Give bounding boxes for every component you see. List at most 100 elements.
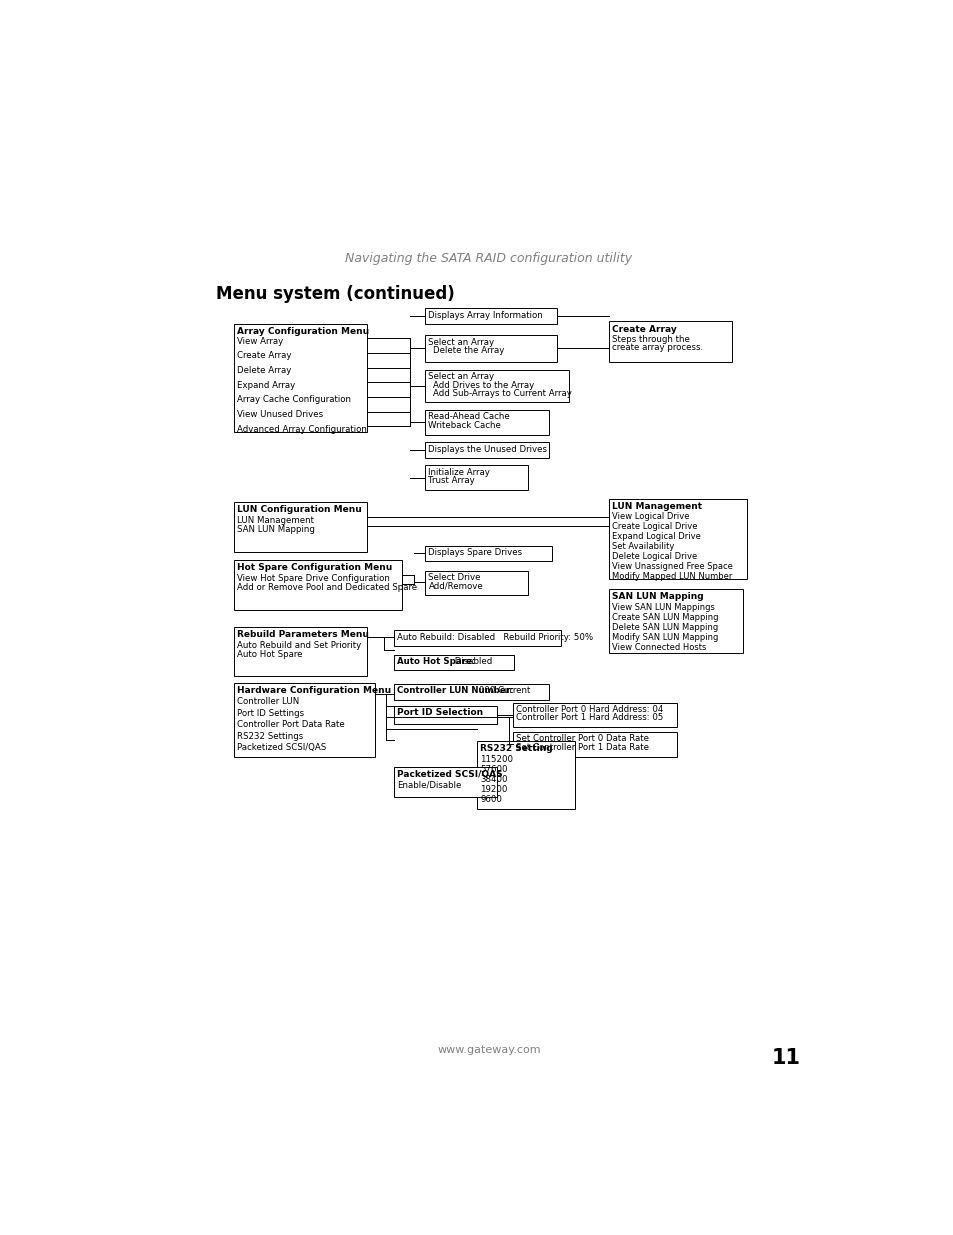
Text: Navigating the SATA RAID configuration utility: Navigating the SATA RAID configuration u… xyxy=(345,252,632,266)
Text: Modify SAN LUN Mapping: Modify SAN LUN Mapping xyxy=(612,632,718,641)
Text: Expand Logical Drive: Expand Logical Drive xyxy=(612,532,700,541)
Text: LUN Management: LUN Management xyxy=(612,501,701,510)
Text: LUN Configuration Menu: LUN Configuration Menu xyxy=(236,505,361,515)
Text: SAN LUN Mapping: SAN LUN Mapping xyxy=(612,592,703,600)
Text: Advanced Array Configuration: Advanced Array Configuration xyxy=(236,425,367,433)
Text: Delete Logical Drive: Delete Logical Drive xyxy=(612,552,697,562)
Text: Displays the Unused Drives: Displays the Unused Drives xyxy=(428,445,547,453)
Bar xyxy=(425,309,557,324)
Text: Auto Hot Spare:: Auto Hot Spare: xyxy=(397,657,476,666)
Text: Controller LUN Number:: Controller LUN Number: xyxy=(397,687,514,695)
Text: 57600: 57600 xyxy=(480,764,507,774)
Text: Add/Remove: Add/Remove xyxy=(428,582,483,590)
Text: Auto Rebuild: Disabled   Rebuild Priority: 50%: Auto Rebuild: Disabled Rebuild Priority:… xyxy=(397,632,593,641)
Bar xyxy=(394,767,497,798)
Text: 115200: 115200 xyxy=(480,755,513,764)
Bar xyxy=(233,683,375,757)
Text: View Connected Hosts: View Connected Hosts xyxy=(612,642,706,652)
Text: Controller Port Data Rate: Controller Port Data Rate xyxy=(236,720,344,730)
Text: Create SAN LUN Mapping: Create SAN LUN Mapping xyxy=(612,613,718,621)
Text: Packetized SCSI/QAS: Packetized SCSI/QAS xyxy=(397,769,502,778)
Text: Array Cache Configuration: Array Cache Configuration xyxy=(236,395,351,404)
Text: RS232 Settings: RS232 Settings xyxy=(236,732,303,741)
Bar xyxy=(476,741,575,809)
Text: View Unused Drives: View Unused Drives xyxy=(236,410,323,419)
Text: View Array: View Array xyxy=(236,337,283,346)
Text: 38400: 38400 xyxy=(480,776,507,784)
Text: Delete Array: Delete Array xyxy=(236,366,291,375)
Text: Delete SAN LUN Mapping: Delete SAN LUN Mapping xyxy=(612,622,718,631)
Text: Initialize Array: Initialize Array xyxy=(428,468,490,477)
Text: Create Array: Create Array xyxy=(236,352,292,361)
Text: www.gateway.com: www.gateway.com xyxy=(436,1045,540,1055)
Text: Disabled: Disabled xyxy=(452,657,493,666)
Text: Select an Array: Select an Array xyxy=(428,337,494,347)
Bar xyxy=(394,655,514,671)
Text: 9600: 9600 xyxy=(480,795,501,804)
Text: Controller Port 0 Hard Address: 04: Controller Port 0 Hard Address: 04 xyxy=(516,705,662,714)
Text: RS232 Setting: RS232 Setting xyxy=(480,745,553,753)
Bar xyxy=(394,684,549,699)
Bar xyxy=(425,466,528,490)
Bar xyxy=(608,499,746,579)
Text: SAN LUN Mapping: SAN LUN Mapping xyxy=(236,526,314,535)
Text: Hot Spare Configuration Menu: Hot Spare Configuration Menu xyxy=(236,563,392,572)
Text: View Unassigned Free Space: View Unassigned Free Space xyxy=(612,562,732,572)
Text: 19200: 19200 xyxy=(480,785,507,794)
Text: Create Logical Drive: Create Logical Drive xyxy=(612,522,697,531)
Text: Displays Spare Drives: Displays Spare Drives xyxy=(428,548,522,557)
Bar xyxy=(608,321,731,362)
Text: Array Configuration Menu: Array Configuration Menu xyxy=(236,327,369,336)
Text: Add Sub-Arrays to Current Array: Add Sub-Arrays to Current Array xyxy=(433,389,572,398)
Bar xyxy=(425,442,549,458)
Text: Writeback Cache: Writeback Cache xyxy=(428,421,501,430)
Text: Select Drive: Select Drive xyxy=(428,573,480,582)
Bar xyxy=(233,503,367,552)
Text: Set Controller Port 0 Data Rate: Set Controller Port 0 Data Rate xyxy=(516,734,648,743)
Bar xyxy=(608,589,742,652)
Text: Steps through the: Steps through the xyxy=(612,335,689,343)
Bar xyxy=(513,732,677,757)
Text: LUN Management: LUN Management xyxy=(236,516,314,525)
Text: Rebuild Parameters Menu: Rebuild Parameters Menu xyxy=(236,630,369,640)
Text: Trust Array: Trust Array xyxy=(428,477,475,485)
Bar xyxy=(425,546,551,561)
Bar xyxy=(425,336,557,362)
Text: Auto Rebuild and Set Priority: Auto Rebuild and Set Priority xyxy=(236,641,361,650)
Bar xyxy=(394,705,497,724)
Text: Set Availability: Set Availability xyxy=(612,542,674,552)
Text: Port ID Settings: Port ID Settings xyxy=(236,709,304,718)
Text: View Logical Drive: View Logical Drive xyxy=(612,513,689,521)
Text: View Hot Spare Drive Configuration: View Hot Spare Drive Configuration xyxy=(236,574,390,583)
Text: Packetized SCSI/QAS: Packetized SCSI/QAS xyxy=(236,743,326,752)
Text: Auto Hot Spare: Auto Hot Spare xyxy=(236,651,302,659)
Text: Add Drives to the Array: Add Drives to the Array xyxy=(433,380,534,390)
Bar xyxy=(233,627,367,676)
Text: Controller Port 1 Hard Address: 05: Controller Port 1 Hard Address: 05 xyxy=(516,714,662,722)
Text: Enable/Disable: Enable/Disable xyxy=(397,781,461,789)
Text: Add or Remove Pool and Dedicated Spare: Add or Remove Pool and Dedicated Spare xyxy=(236,583,416,593)
Text: 11: 11 xyxy=(770,1047,800,1067)
Bar xyxy=(233,324,367,431)
Text: View SAN LUN Mappings: View SAN LUN Mappings xyxy=(612,603,715,611)
Bar xyxy=(233,561,402,610)
Text: Select an Array: Select an Array xyxy=(428,372,494,382)
Bar xyxy=(425,410,549,435)
Text: Expand Array: Expand Array xyxy=(236,380,295,390)
Text: Menu system (continued): Menu system (continued) xyxy=(216,285,455,304)
Bar xyxy=(425,370,568,403)
Text: Modify Mapped LUN Number: Modify Mapped LUN Number xyxy=(612,573,732,582)
Text: Port ID Selection: Port ID Selection xyxy=(397,708,483,718)
Bar xyxy=(425,571,528,595)
Text: Controller LUN: Controller LUN xyxy=(236,698,299,706)
Text: create array process.: create array process. xyxy=(612,343,702,352)
Text: Delete the Array: Delete the Array xyxy=(433,346,504,356)
Text: Hardware Configuration Menu: Hardware Configuration Menu xyxy=(236,687,391,695)
Text: Create Array: Create Array xyxy=(612,325,677,333)
Bar xyxy=(394,630,560,646)
Bar xyxy=(513,703,677,727)
Text: Set Controller Port 1 Data Rate: Set Controller Port 1 Data Rate xyxy=(516,742,648,752)
Text: Displays Array Information: Displays Array Information xyxy=(428,311,542,320)
Text: Read-Ahead Cache: Read-Ahead Cache xyxy=(428,412,510,421)
Text: 000 Current: 000 Current xyxy=(476,687,530,695)
